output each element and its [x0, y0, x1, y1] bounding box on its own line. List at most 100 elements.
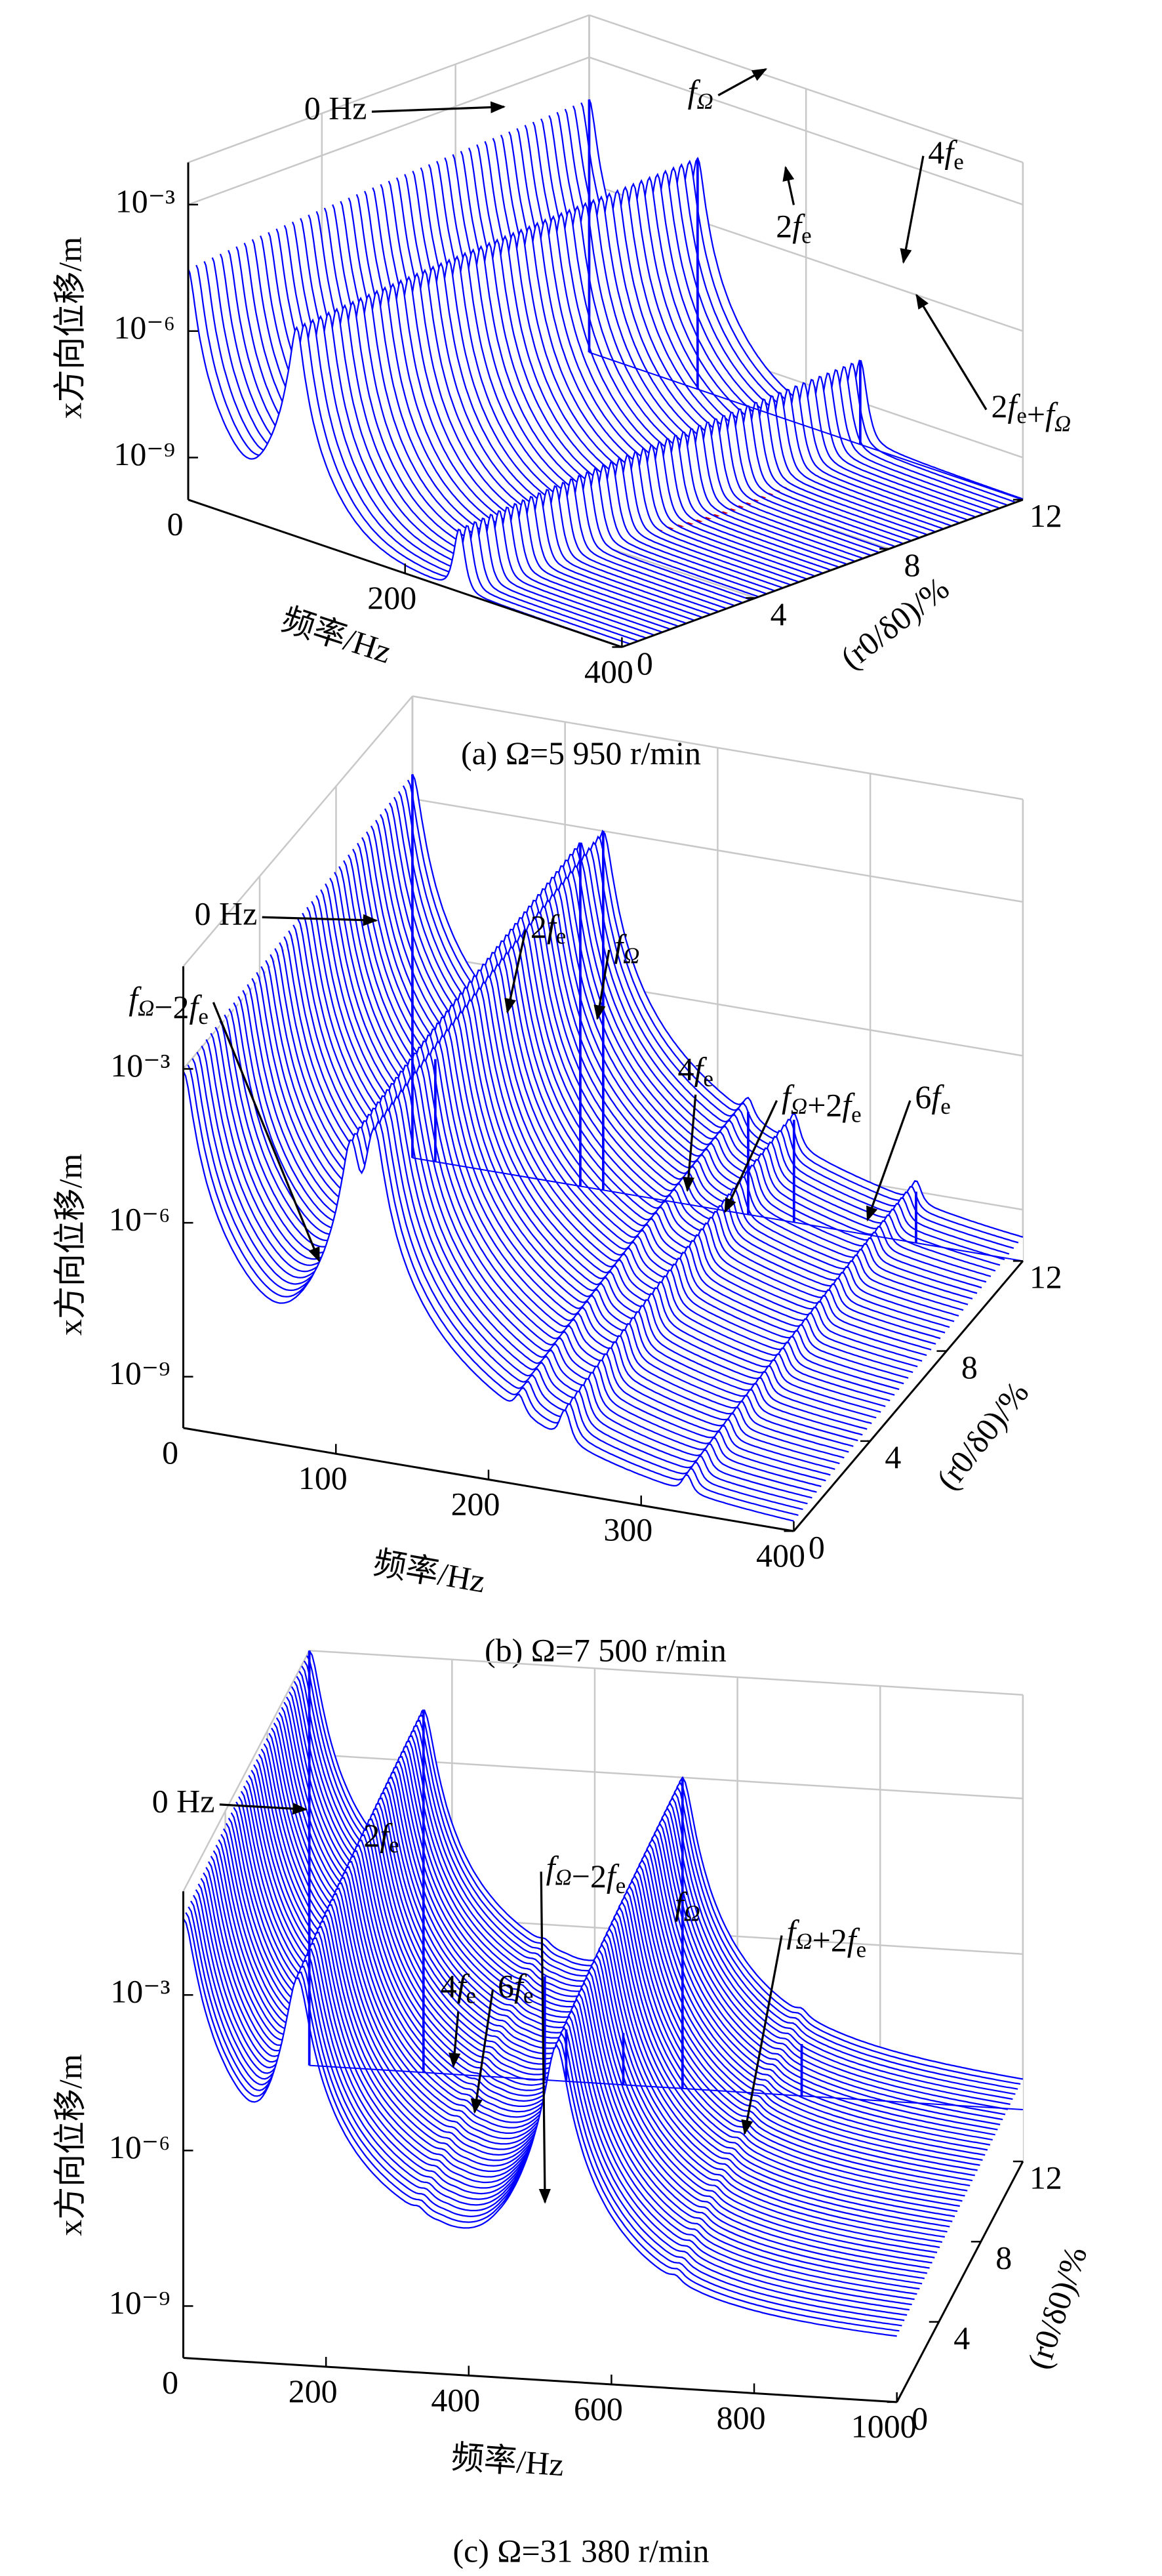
slice-fill [565, 109, 999, 509]
annotation: 0 Hz [152, 1783, 215, 1819]
slice-fill [228, 250, 662, 632]
slice-fill [300, 218, 734, 606]
annotation: 0 Hz [195, 896, 258, 932]
slice-fill [532, 122, 967, 521]
slice-fill [509, 131, 943, 529]
y-axis-label: (r0/δ0)/% [834, 570, 956, 676]
slice-fill [405, 174, 839, 568]
annotation-arrow [504, 930, 527, 1014]
annotation-arrow [470, 1989, 494, 2114]
box-edge [188, 14, 590, 163]
slice-fill [365, 191, 799, 583]
z-tick-label: 10⁻⁹ [113, 436, 175, 472]
slice-fill [316, 211, 751, 600]
slice-fill [276, 228, 710, 615]
slice-fill [204, 261, 638, 642]
slice-fill [340, 201, 774, 592]
x-tick-label: 200 [367, 580, 416, 616]
x-axis-label: 频率/Hz [450, 2439, 565, 2483]
z-axis-label: x方向位移/m [52, 2054, 89, 2236]
annotation: fΩ+2fe [787, 1914, 867, 1963]
slice-fill [188, 268, 622, 647]
annotation-arrow [212, 1002, 321, 1263]
slice-fill [485, 141, 919, 539]
slice-fill [437, 161, 871, 556]
annotation: 2fe+fΩ [992, 388, 1072, 437]
slice-fill [445, 157, 879, 553]
chart-title: (c) Ω=31 380 r/min [453, 2533, 710, 2569]
z-axis-label: x方向位移/m [52, 237, 89, 419]
slice-fill [492, 138, 927, 535]
y-axis [896, 2161, 1024, 2403]
slice-fill [500, 134, 935, 533]
spectrum-line [196, 1052, 808, 1505]
x-axis [183, 2356, 897, 2403]
slice-fill [292, 222, 727, 609]
y-tick-label: 8 [904, 547, 921, 583]
slice-fill [183, 1071, 794, 1532]
z-tick-label: 10⁻⁶ [109, 2129, 170, 2165]
box-edge [309, 1650, 1023, 1696]
slice-fill [477, 144, 911, 541]
slice-fill [549, 115, 983, 515]
z-tick-label: 10⁻⁹ [109, 2285, 170, 2321]
slice-fill [196, 265, 630, 644]
annotation-arrow [262, 914, 378, 926]
x-axis-label: 频率/Hz [371, 1545, 488, 1600]
floor-level [412, 1157, 1024, 1262]
x-tick-label: 0 [162, 2364, 178, 2400]
slice-fill [469, 148, 903, 544]
box-edge [182, 1650, 310, 1892]
y-tick-label: 8 [961, 1349, 978, 1385]
slice-fill [452, 154, 887, 550]
y-axis-label: (r0/δ0)/% [1021, 2242, 1094, 2373]
x-tick-label: 800 [717, 2400, 766, 2436]
z-tick-label: 10⁻⁶ [113, 310, 175, 346]
x-tick-label: 400 [431, 2382, 480, 2418]
z-tick-label: 10⁻⁹ [109, 1355, 170, 1391]
slice-fill [460, 151, 895, 547]
z-tick-label: 10⁻³ [110, 1974, 170, 2010]
annotation: fΩ−2fe [129, 981, 209, 1029]
chart-title: (a) Ω=5 950 r/min [461, 735, 701, 771]
x-tick-label: 200 [289, 2373, 338, 2409]
slice-fill [573, 106, 1007, 506]
annotation-arrow [724, 1100, 778, 1214]
y-tick-label: 4 [771, 596, 787, 632]
box-edge [182, 695, 413, 967]
annotation-arrow [782, 165, 795, 205]
annotation-arrow [538, 1871, 551, 2204]
spectrum-line [187, 1064, 799, 1516]
slice-fill [396, 177, 831, 571]
slice-fill [380, 184, 814, 577]
slice-fill [581, 102, 1015, 503]
x-tick-label: 400 [584, 653, 633, 689]
annotation-arrow [682, 1094, 697, 1193]
annotation-arrow [915, 293, 988, 411]
slice-fill [308, 215, 742, 603]
y-axis [793, 1260, 1024, 1532]
slice-fill [428, 164, 863, 559]
slice-fill [356, 194, 791, 586]
z-tick-label: 10⁻⁶ [109, 1202, 170, 1238]
slice-fill [260, 235, 694, 621]
slice-fill [525, 125, 959, 523]
slice-fill [236, 246, 670, 630]
slice-fill [348, 197, 782, 588]
slice-fill [412, 171, 847, 565]
slice-fill [324, 208, 759, 598]
slice-fill [541, 119, 975, 518]
annotation-arrow [371, 101, 506, 113]
slice-fill [212, 257, 647, 638]
x-tick-label: 1000 [851, 2409, 917, 2445]
slice-fill [183, 1918, 897, 2402]
z-tick-label: 10⁻³ [110, 1048, 170, 1084]
x-tick-label: 200 [451, 1486, 500, 1522]
x-tick-label: 0 [167, 506, 184, 542]
slice-fill [332, 204, 767, 594]
spectrum-line [219, 1020, 831, 1476]
y-tick-label: 0 [809, 1530, 825, 1566]
annotation-arrow [866, 1100, 912, 1222]
spectrum-line [210, 1032, 822, 1488]
slice-fill [220, 254, 654, 636]
